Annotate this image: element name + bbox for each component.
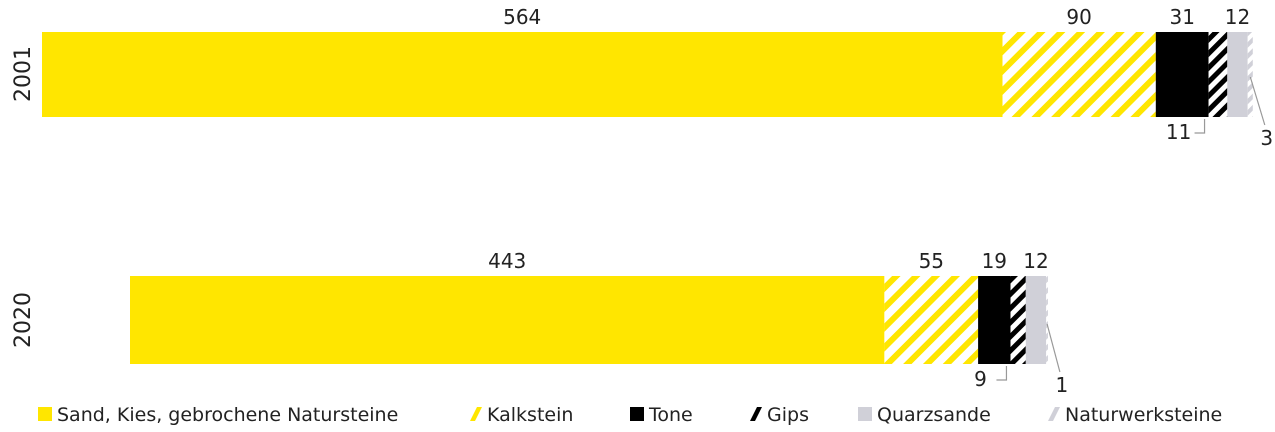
legend-label-tone: Tone	[648, 404, 693, 426]
value-label-quarzsande-2001: 12	[1225, 5, 1250, 29]
value-label-naturwerksteine-2001: 3	[1260, 126, 1273, 150]
category-label-2020: 2020	[11, 292, 36, 348]
legend-swatch-kalkstein	[470, 407, 482, 421]
bar-tone-2001	[1155, 32, 1209, 117]
bar-gips-2001	[1208, 32, 1228, 117]
value-label-quarzsande-2020: 12	[1023, 249, 1048, 273]
bar-gips-2020	[1010, 276, 1026, 364]
bar-quarzsande-2020	[1025, 276, 1047, 364]
leader-line-gips-2020	[996, 366, 1008, 381]
legend-label-sand-kies-gebrochene-natursteine: Sand, Kies, gebrochene Natursteine	[57, 404, 398, 426]
bar-kalkstein-2001	[1002, 32, 1156, 117]
value-label-tone-2020: 19	[982, 249, 1007, 273]
legend-item-tone: Tone	[630, 404, 693, 426]
category-label-2001: 2001	[11, 46, 36, 102]
value-label-naturwerksteine-2020: 1	[1056, 373, 1069, 397]
value-label-tone-2001: 31	[1169, 5, 1194, 29]
leader-line-naturwerksteine-2001	[1249, 76, 1266, 126]
bar-sand-kies-gebrochene-natursteine-2001	[42, 32, 1003, 117]
bar-segments	[42, 32, 1253, 364]
value-label-kalkstein-2020: 55	[919, 249, 944, 273]
bar-sand-kies-gebrochene-natursteine-2020	[130, 276, 885, 364]
value-label-sand-kies-gebrochene-natursteine-2001: 564	[503, 5, 541, 29]
legend-label-kalkstein: Kalkstein	[487, 404, 573, 426]
legend-item-naturwerksteine: Naturwerksteine	[1048, 404, 1222, 426]
bar-tone-2020	[978, 276, 1011, 364]
legend-swatch-gips	[750, 407, 762, 421]
legend: Sand, Kies, gebrochene Natursteine Kalkst…	[38, 404, 1222, 426]
value-label-kalkstein-2001: 90	[1066, 5, 1091, 29]
legend-item-sand-kies-gebrochene-natursteine: Sand, Kies, gebrochene Natursteine	[38, 404, 398, 426]
legend-label-quarzsande: Quarzsande	[877, 404, 991, 426]
legend-swatch-sand-kies-gebrochene-natursteine	[38, 407, 52, 421]
legend-swatch-naturwerksteine	[1048, 407, 1060, 421]
legend-label-naturwerksteine: Naturwerksteine	[1065, 404, 1222, 426]
leader-line-naturwerksteine-2020	[1046, 323, 1061, 373]
legend-swatch-tone	[630, 407, 644, 421]
bar-naturwerksteine-2020	[1046, 276, 1048, 364]
value-labels: 564 90 31 11 12 3 443 55 19 9 12 1	[488, 5, 1273, 397]
bar-quarzsande-2001	[1227, 32, 1248, 117]
bar-naturwerksteine-2001	[1247, 32, 1253, 117]
legend-swatch-quarzsande	[858, 407, 872, 421]
legend-label-gips: Gips	[767, 404, 809, 426]
legend-item-gips: Gips	[750, 404, 809, 426]
value-label-gips-2001: 11	[1166, 120, 1191, 144]
value-label-sand-kies-gebrochene-natursteine-2020: 443	[488, 249, 526, 273]
value-label-gips-2020: 9	[974, 367, 987, 391]
legend-item-quarzsande: Quarzsande	[858, 404, 991, 426]
bar-kalkstein-2020	[884, 276, 979, 364]
legend-item-kalkstein: Kalkstein	[470, 404, 573, 426]
leader-line-gips-2001	[1194, 119, 1206, 134]
